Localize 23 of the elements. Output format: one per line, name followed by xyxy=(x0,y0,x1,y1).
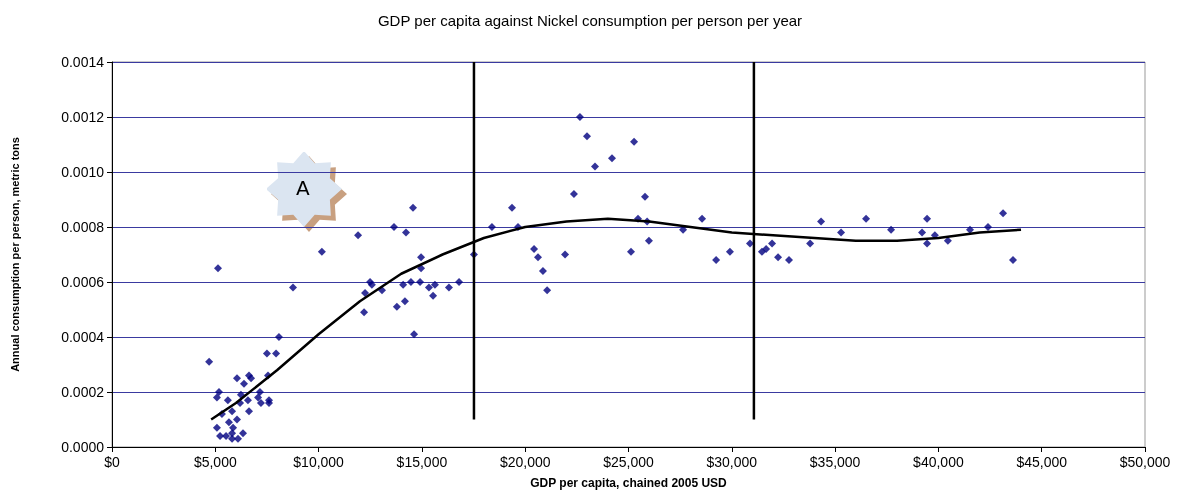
y-tick-label: 0.0004 xyxy=(61,329,105,345)
y-tick-label: 0.0014 xyxy=(61,54,105,70)
x-tick-label: $45,000 xyxy=(1016,454,1068,470)
x-tick-label: $0 xyxy=(104,454,120,470)
y-tick-label: 0.0002 xyxy=(61,384,105,400)
x-tick-label: $30,000 xyxy=(706,454,758,470)
x-tick-label: $35,000 xyxy=(809,454,861,470)
y-tick-label: 0.0006 xyxy=(61,274,105,290)
x-tick-label: $10,000 xyxy=(293,454,345,470)
y-tick-label: 0.0012 xyxy=(61,109,105,125)
y-tick-label: 0.0008 xyxy=(61,219,105,235)
x-tick-label: $50,000 xyxy=(1119,454,1171,470)
x-tick-label: $15,000 xyxy=(396,454,448,470)
y-tick-label: 0.0010 xyxy=(61,164,105,180)
annotation: A xyxy=(296,176,310,200)
x-tick-label: $5,000 xyxy=(193,454,237,470)
y-axis-title: Annual consumption per person, metric tons xyxy=(8,137,21,372)
y-tick-label: 0.0000 xyxy=(61,439,105,455)
x-axis-title: GDP per capita, chained 2005 USD xyxy=(530,476,728,490)
chart-title: GDP per capita against Nickel consumption per person per year xyxy=(377,12,803,29)
x-tick-label: $40,000 xyxy=(913,454,964,470)
x-tick-label: $20,000 xyxy=(499,454,551,470)
x-tick-label: $25,000 xyxy=(603,454,655,470)
